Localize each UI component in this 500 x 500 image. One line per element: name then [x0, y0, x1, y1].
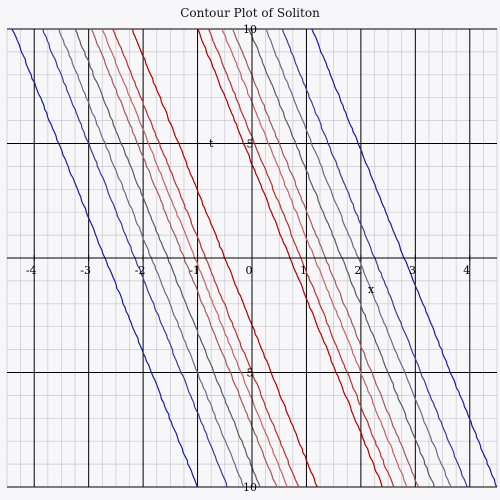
x-tick-label: -2	[135, 264, 146, 277]
y-tick-label: 5	[247, 367, 254, 380]
chart-title: Contour Plot of Soliton	[180, 6, 320, 20]
x-axis-label: x	[368, 283, 375, 296]
x-tick-label: 1	[300, 264, 307, 277]
x-tick-label: -1	[189, 264, 200, 277]
y-axis-label: t	[209, 137, 214, 150]
x-tick-label: -3	[80, 264, 91, 277]
axes	[7, 29, 497, 487]
x-tick-label: 4	[463, 264, 470, 277]
y-tick-label: 10	[243, 481, 257, 494]
x-tick-label: 2	[354, 264, 361, 277]
y-tick-label: 10	[243, 23, 257, 36]
x-tick-label: 0	[246, 264, 253, 277]
y-tick-label: 5	[247, 138, 254, 151]
x-tick-label: 3	[409, 264, 416, 277]
x-tick-label: -4	[26, 264, 37, 277]
tick-labels: -4 -3 -2 -1 0 1 2 3 4 10 5 5 10	[26, 23, 470, 494]
